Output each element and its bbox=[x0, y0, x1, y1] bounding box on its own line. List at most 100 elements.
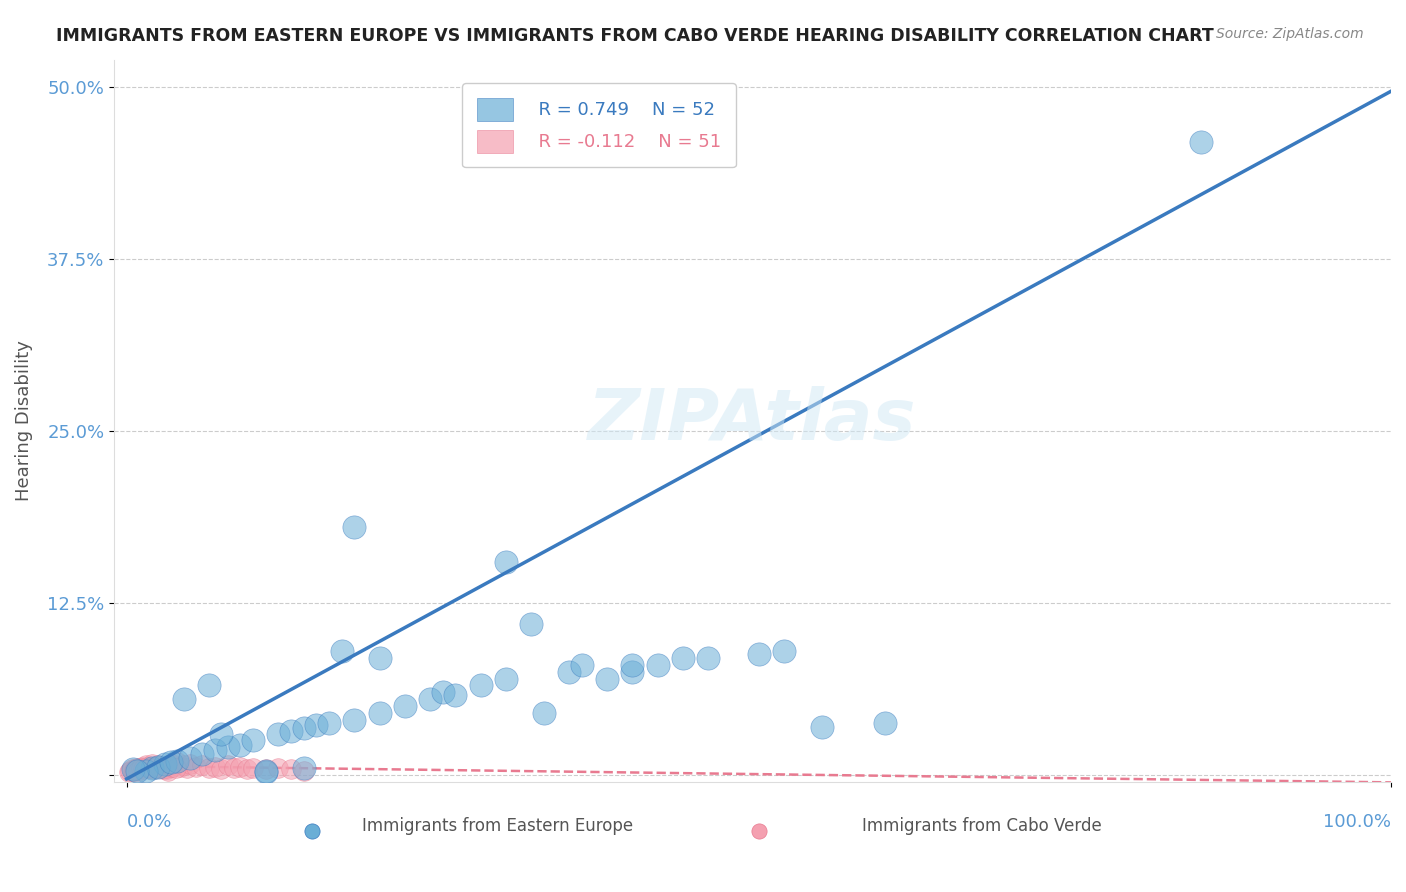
Point bbox=[166, 756, 188, 770]
Point bbox=[132, 762, 155, 776]
Point bbox=[156, 762, 179, 776]
Point bbox=[121, 762, 143, 776]
Point bbox=[153, 759, 176, 773]
Point bbox=[292, 721, 315, 735]
Point bbox=[224, 761, 246, 775]
Point bbox=[470, 678, 492, 692]
Point bbox=[166, 754, 188, 768]
Text: ZIPAtlas: ZIPAtlas bbox=[588, 386, 917, 455]
Point bbox=[520, 616, 543, 631]
Point bbox=[120, 764, 142, 778]
Point bbox=[211, 726, 233, 740]
Text: Immigrants from Eastern Europe: Immigrants from Eastern Europe bbox=[361, 817, 633, 835]
Point bbox=[173, 692, 195, 706]
Point bbox=[254, 765, 277, 780]
Point bbox=[217, 740, 239, 755]
Point bbox=[122, 764, 145, 778]
Point bbox=[135, 759, 157, 773]
Point bbox=[163, 758, 186, 772]
Text: IMMIGRANTS FROM EASTERN EUROPE VS IMMIGRANTS FROM CABO VERDE HEARING DISABILITY : IMMIGRANTS FROM EASTERN EUROPE VS IMMIGR… bbox=[56, 27, 1213, 45]
Point bbox=[157, 764, 180, 778]
Point bbox=[118, 765, 141, 780]
Point bbox=[368, 706, 391, 720]
Point bbox=[242, 733, 264, 747]
Point bbox=[280, 723, 302, 738]
Point bbox=[141, 756, 163, 771]
Point bbox=[148, 758, 170, 772]
Point bbox=[135, 758, 157, 772]
Point bbox=[148, 759, 170, 773]
Point bbox=[254, 764, 277, 778]
Point bbox=[204, 743, 226, 757]
Point bbox=[1189, 135, 1212, 149]
Point bbox=[198, 678, 221, 692]
Point bbox=[198, 761, 221, 775]
Point bbox=[176, 761, 198, 775]
Y-axis label: Hearing Disability: Hearing Disability bbox=[15, 340, 32, 501]
Point bbox=[160, 756, 183, 770]
Point bbox=[254, 762, 277, 776]
Point bbox=[152, 762, 174, 776]
Point bbox=[148, 761, 170, 775]
Point bbox=[139, 761, 162, 775]
Point bbox=[311, 861, 333, 875]
Point bbox=[169, 759, 191, 773]
Point bbox=[122, 762, 145, 776]
Point bbox=[672, 651, 695, 665]
Point bbox=[229, 738, 252, 752]
Point bbox=[773, 644, 796, 658]
Point bbox=[621, 657, 644, 672]
Point bbox=[191, 747, 214, 762]
Point bbox=[558, 665, 581, 679]
Point bbox=[122, 764, 145, 778]
Point bbox=[267, 726, 290, 740]
Point bbox=[155, 761, 177, 775]
Point bbox=[647, 657, 669, 672]
Point bbox=[165, 761, 187, 775]
Point bbox=[432, 685, 454, 699]
Point bbox=[173, 758, 195, 772]
Point bbox=[754, 861, 776, 875]
Point bbox=[143, 759, 166, 773]
Point bbox=[811, 720, 834, 734]
Point bbox=[191, 758, 214, 772]
Point bbox=[242, 761, 264, 775]
Text: Source: ZipAtlas.com: Source: ZipAtlas.com bbox=[1216, 27, 1364, 41]
Point bbox=[186, 759, 208, 773]
Point bbox=[229, 759, 252, 773]
Point bbox=[444, 688, 467, 702]
Point bbox=[142, 762, 165, 776]
Point bbox=[343, 713, 366, 727]
Point bbox=[217, 758, 239, 772]
Point bbox=[533, 706, 555, 720]
Point bbox=[343, 520, 366, 534]
Point bbox=[330, 644, 353, 658]
Point bbox=[419, 692, 441, 706]
Point bbox=[305, 718, 328, 732]
Point bbox=[292, 764, 315, 778]
Point bbox=[125, 764, 148, 778]
Point bbox=[211, 762, 233, 776]
Point bbox=[127, 764, 149, 778]
Point bbox=[748, 647, 770, 661]
Point bbox=[318, 715, 340, 730]
Point bbox=[875, 715, 897, 730]
Point bbox=[131, 759, 153, 773]
Point bbox=[267, 761, 290, 775]
Text: 0.0%: 0.0% bbox=[127, 814, 172, 831]
Point bbox=[124, 762, 146, 776]
Point bbox=[280, 762, 302, 776]
Point bbox=[138, 761, 160, 775]
Point bbox=[204, 759, 226, 773]
Point bbox=[596, 672, 619, 686]
Point bbox=[495, 555, 517, 569]
Point bbox=[179, 756, 201, 771]
Point bbox=[128, 762, 150, 776]
Point bbox=[160, 756, 183, 771]
Point bbox=[125, 761, 148, 775]
Point bbox=[141, 761, 163, 775]
Point bbox=[394, 699, 416, 714]
Point bbox=[145, 759, 167, 773]
Point bbox=[153, 756, 176, 771]
Point bbox=[495, 672, 517, 686]
